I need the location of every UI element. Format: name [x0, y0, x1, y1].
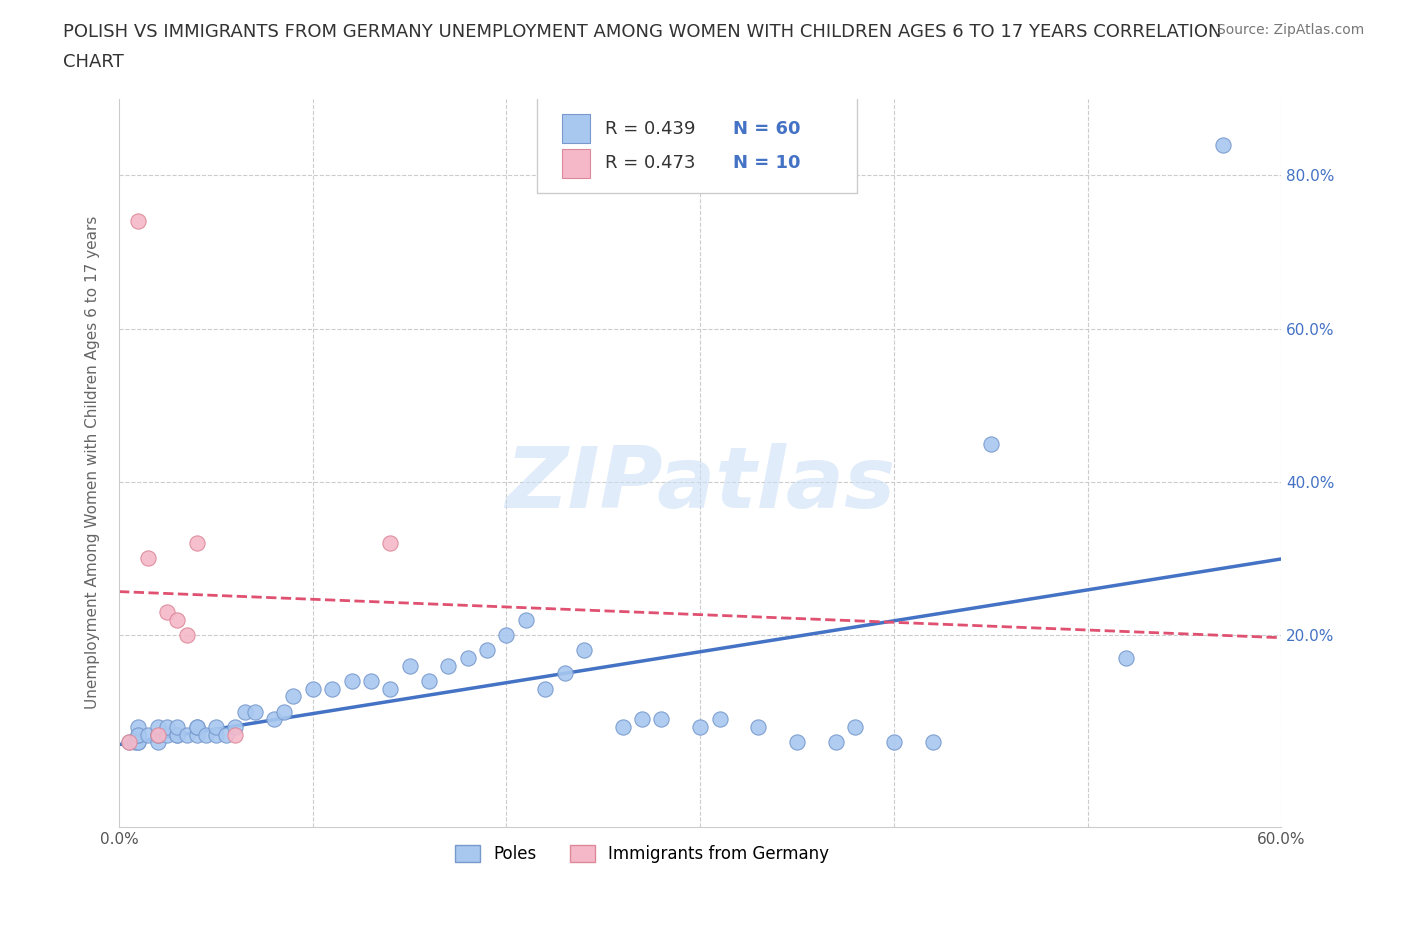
Point	[243, 704, 266, 719]
Text: R = 0.473: R = 0.473	[605, 154, 696, 172]
Point	[475, 643, 498, 658]
Point	[883, 735, 905, 750]
Point	[118, 735, 141, 750]
Point	[127, 727, 149, 742]
Point	[921, 735, 943, 750]
Point	[186, 720, 208, 735]
Point	[321, 682, 343, 697]
Point	[136, 727, 159, 742]
FancyBboxPatch shape	[562, 149, 589, 178]
Point	[380, 682, 402, 697]
Text: ZIPatlas: ZIPatlas	[505, 443, 896, 526]
Point	[437, 658, 460, 673]
Point	[127, 735, 149, 750]
Point	[1115, 651, 1137, 666]
Point	[118, 735, 141, 750]
Point	[572, 643, 595, 658]
Text: N = 60: N = 60	[733, 120, 800, 138]
Point	[786, 735, 808, 750]
Point	[146, 727, 169, 742]
Point	[340, 673, 363, 688]
FancyBboxPatch shape	[537, 95, 858, 193]
FancyBboxPatch shape	[562, 114, 589, 143]
Point	[650, 712, 672, 727]
Point	[273, 704, 295, 719]
Point	[612, 720, 634, 735]
Point	[980, 436, 1002, 451]
Point	[127, 720, 149, 735]
Point	[263, 712, 285, 727]
Point	[747, 720, 769, 735]
Point	[495, 628, 517, 643]
Text: R = 0.439: R = 0.439	[605, 120, 696, 138]
Point	[166, 612, 188, 627]
Text: Source: ZipAtlas.com: Source: ZipAtlas.com	[1216, 23, 1364, 37]
Point	[146, 735, 169, 750]
Point	[709, 712, 731, 727]
Point	[166, 727, 188, 742]
Point	[127, 214, 149, 229]
Point	[124, 735, 146, 750]
Point	[156, 720, 179, 735]
Point	[205, 727, 228, 742]
Point	[136, 551, 159, 566]
Point	[127, 727, 149, 742]
Point	[186, 727, 208, 742]
Legend: Poles, Immigrants from Germany: Poles, Immigrants from Germany	[449, 838, 837, 870]
Point	[166, 727, 188, 742]
Point	[224, 727, 246, 742]
Point	[457, 651, 479, 666]
Point	[127, 735, 149, 750]
Point	[515, 612, 537, 627]
Point	[186, 536, 208, 551]
Point	[398, 658, 420, 673]
Point	[631, 712, 654, 727]
Point	[380, 536, 402, 551]
Point	[1212, 138, 1234, 153]
Point	[205, 720, 228, 735]
Point	[554, 666, 576, 681]
Point	[534, 682, 557, 697]
Point	[824, 735, 846, 750]
Point	[224, 720, 246, 735]
Point	[156, 727, 179, 742]
Point	[176, 628, 198, 643]
Text: CHART: CHART	[63, 53, 124, 71]
Point	[166, 720, 188, 735]
Point	[186, 720, 208, 735]
Point	[156, 604, 179, 619]
Point	[689, 720, 711, 735]
Point	[360, 673, 382, 688]
Y-axis label: Unemployment Among Women with Children Ages 6 to 17 years: Unemployment Among Women with Children A…	[86, 216, 100, 710]
Point	[844, 720, 866, 735]
Point	[233, 704, 256, 719]
Text: N = 10: N = 10	[733, 154, 800, 172]
Point	[146, 720, 169, 735]
Point	[214, 727, 236, 742]
Point	[195, 727, 218, 742]
Point	[283, 689, 305, 704]
Point	[146, 727, 169, 742]
Point	[176, 727, 198, 742]
Point	[418, 673, 440, 688]
Point	[301, 682, 323, 697]
Point	[146, 727, 169, 742]
Text: POLISH VS IMMIGRANTS FROM GERMANY UNEMPLOYMENT AMONG WOMEN WITH CHILDREN AGES 6 : POLISH VS IMMIGRANTS FROM GERMANY UNEMPL…	[63, 23, 1222, 41]
